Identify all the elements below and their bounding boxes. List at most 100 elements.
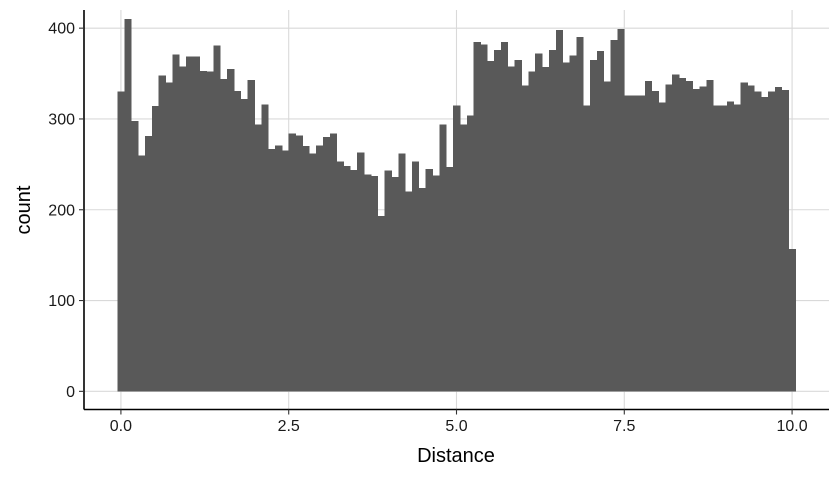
histogram-bar: [384, 170, 392, 392]
x-axis-title: Distance: [417, 445, 495, 467]
histogram-bar: [288, 133, 296, 392]
histogram-bar: [706, 79, 714, 392]
histogram-bar: [165, 82, 173, 392]
histogram-bar: [590, 59, 598, 392]
histogram-bar: [768, 91, 776, 392]
histogram-bar: [151, 106, 159, 392]
histogram-bar: [192, 56, 201, 392]
histogram-bar: [302, 146, 310, 392]
histogram-bar: [377, 216, 385, 392]
histogram-bar: [322, 137, 331, 392]
histogram-bar: [439, 124, 447, 392]
histogram-bar: [494, 49, 502, 392]
histogram-bar: [329, 133, 338, 392]
histogram-bar: [179, 66, 187, 392]
histogram-bar: [665, 84, 673, 392]
histogram-bar: [172, 54, 180, 392]
ticks: 0.0 2.5 5.0 7.5 10.0 0 100 200 300 400: [48, 21, 807, 435]
histogram-bar: [781, 89, 789, 392]
y-axis-title: count: [13, 185, 35, 234]
histogram-bar: [548, 49, 557, 392]
histogram-bar: [692, 88, 700, 392]
histogram-bar: [761, 97, 769, 392]
histogram-bar: [275, 145, 283, 392]
histogram-bar: [466, 115, 474, 392]
histogram-bar: [713, 105, 721, 392]
histogram-bar: [144, 136, 153, 392]
histogram-bar: [247, 79, 255, 392]
histogram-bar: [610, 39, 618, 392]
histogram-bar: [720, 105, 728, 392]
histogram-bar: [740, 82, 748, 392]
histogram-bar: [370, 176, 379, 392]
histogram-bar: [220, 79, 228, 392]
histogram-bar: [685, 80, 694, 392]
histogram-bar: [213, 45, 221, 392]
histogram-bar: [480, 44, 488, 392]
histogram-bar: [487, 60, 495, 392]
histogram-bar: [624, 95, 632, 392]
histogram-bar: [281, 150, 290, 392]
x-tick-label: 10.0: [777, 418, 808, 435]
histogram-bar: [405, 191, 413, 392]
histogram-bar: [535, 53, 543, 392]
histogram-bar: [418, 187, 427, 392]
x-tick-label: 2.5: [278, 418, 300, 435]
histogram-bar: [507, 66, 516, 392]
histogram-bar: [651, 90, 659, 392]
histogram-bar: [357, 152, 365, 392]
histogram-bar: [459, 124, 468, 392]
histogram-bar: [227, 69, 235, 392]
histogram-bar: [158, 75, 166, 392]
histogram-bar: [453, 105, 461, 392]
histogram-bar: [117, 91, 125, 392]
histogram-bar: [425, 168, 433, 392]
histogram-bar: [261, 104, 269, 392]
histogram-bar: [138, 155, 146, 392]
y-tick-label: 200: [48, 202, 75, 219]
histogram-bar: [186, 56, 194, 392]
histogram-bar: [411, 161, 420, 392]
histogram-bar: [309, 153, 317, 392]
histogram-bar: [644, 80, 652, 392]
histogram-bar: [754, 91, 762, 392]
histogram-bar: [583, 105, 591, 392]
histogram-bar: [240, 98, 249, 392]
y-tick-label: 100: [48, 293, 75, 310]
histogram-bar: [542, 67, 550, 392]
histogram-bar: [617, 29, 625, 392]
histogram-bar: [336, 161, 344, 392]
histogram-bar: [562, 62, 570, 392]
histogram-bar: [733, 104, 742, 392]
histogram-bar: [514, 59, 522, 392]
histogram-bar: [788, 248, 796, 392]
histogram-bar: [528, 71, 536, 392]
histogram-bar: [233, 90, 242, 392]
histogram-bar: [268, 148, 276, 392]
histogram-bar: [364, 174, 372, 392]
histogram-bar: [603, 81, 611, 392]
y-tick-label: 400: [48, 21, 75, 38]
histogram-bar: [679, 78, 687, 392]
histogram-bar: [199, 70, 207, 392]
histogram-bar: [569, 55, 577, 392]
histogram-bar: [555, 29, 563, 392]
histogram-bar: [672, 74, 680, 392]
histogram-bars: [117, 19, 796, 392]
histogram-bar: [446, 167, 454, 392]
histogram-bar: [521, 85, 529, 392]
histogram-bar: [726, 101, 735, 392]
histogram-bar: [343, 166, 351, 392]
histogram-bar: [596, 50, 605, 392]
histogram-bar: [473, 41, 481, 392]
histogram-bar: [637, 95, 646, 392]
histogram-bar: [631, 95, 639, 392]
x-tick-label: 0.0: [110, 418, 132, 435]
histogram-bar: [432, 175, 440, 392]
histogram-bar: [501, 41, 509, 392]
histogram-bar: [658, 102, 666, 392]
x-tick-label: 5.0: [445, 418, 467, 435]
y-tick-label: 300: [48, 111, 75, 128]
